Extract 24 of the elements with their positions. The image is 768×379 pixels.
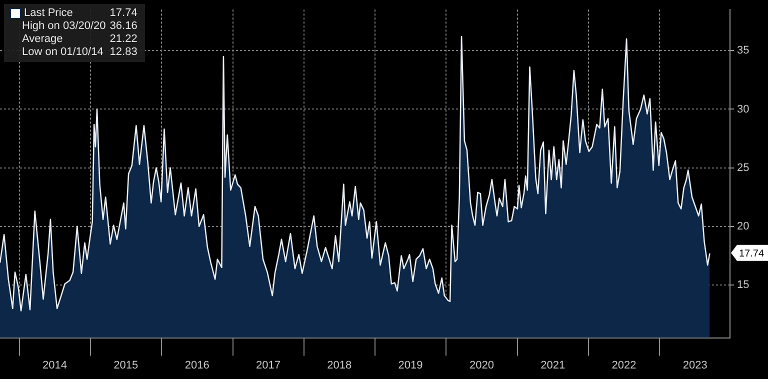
x-tick-label: 2018 [327,359,352,372]
x-tick-label: 2020 [470,359,494,372]
y-tick-label: 35 [737,44,750,57]
annotation: High on 03/20/20 [22,20,106,33]
y-tick-label: 25 [737,162,750,174]
x-tick-label: 2023 [682,359,708,372]
text: 17.74 [110,7,138,19]
annotation: 17.74 [739,248,764,260]
x-tick-label: 2017 [256,359,281,372]
x-tick-label: 2022 [612,359,636,372]
annotation: Low on 01/10/14 [22,46,104,59]
x-tick-label: 2016 [184,359,210,372]
text: Last Price [24,7,73,20]
x-tick-label: 2021 [540,359,566,372]
x-tick-label: 2014 [42,359,67,372]
y-tick-label: 20 [737,220,750,232]
y-tick-label: 15 [737,279,750,292]
x-tick-label: 2015 [114,359,138,372]
x-tick-label: 2019 [398,359,423,372]
y-tick-label: 30 [737,103,750,116]
annotation: Average [22,33,64,46]
annotation: 36.16 [110,20,138,33]
annotation: 12.83 [110,46,138,59]
annotation: 21.22 [110,33,138,46]
